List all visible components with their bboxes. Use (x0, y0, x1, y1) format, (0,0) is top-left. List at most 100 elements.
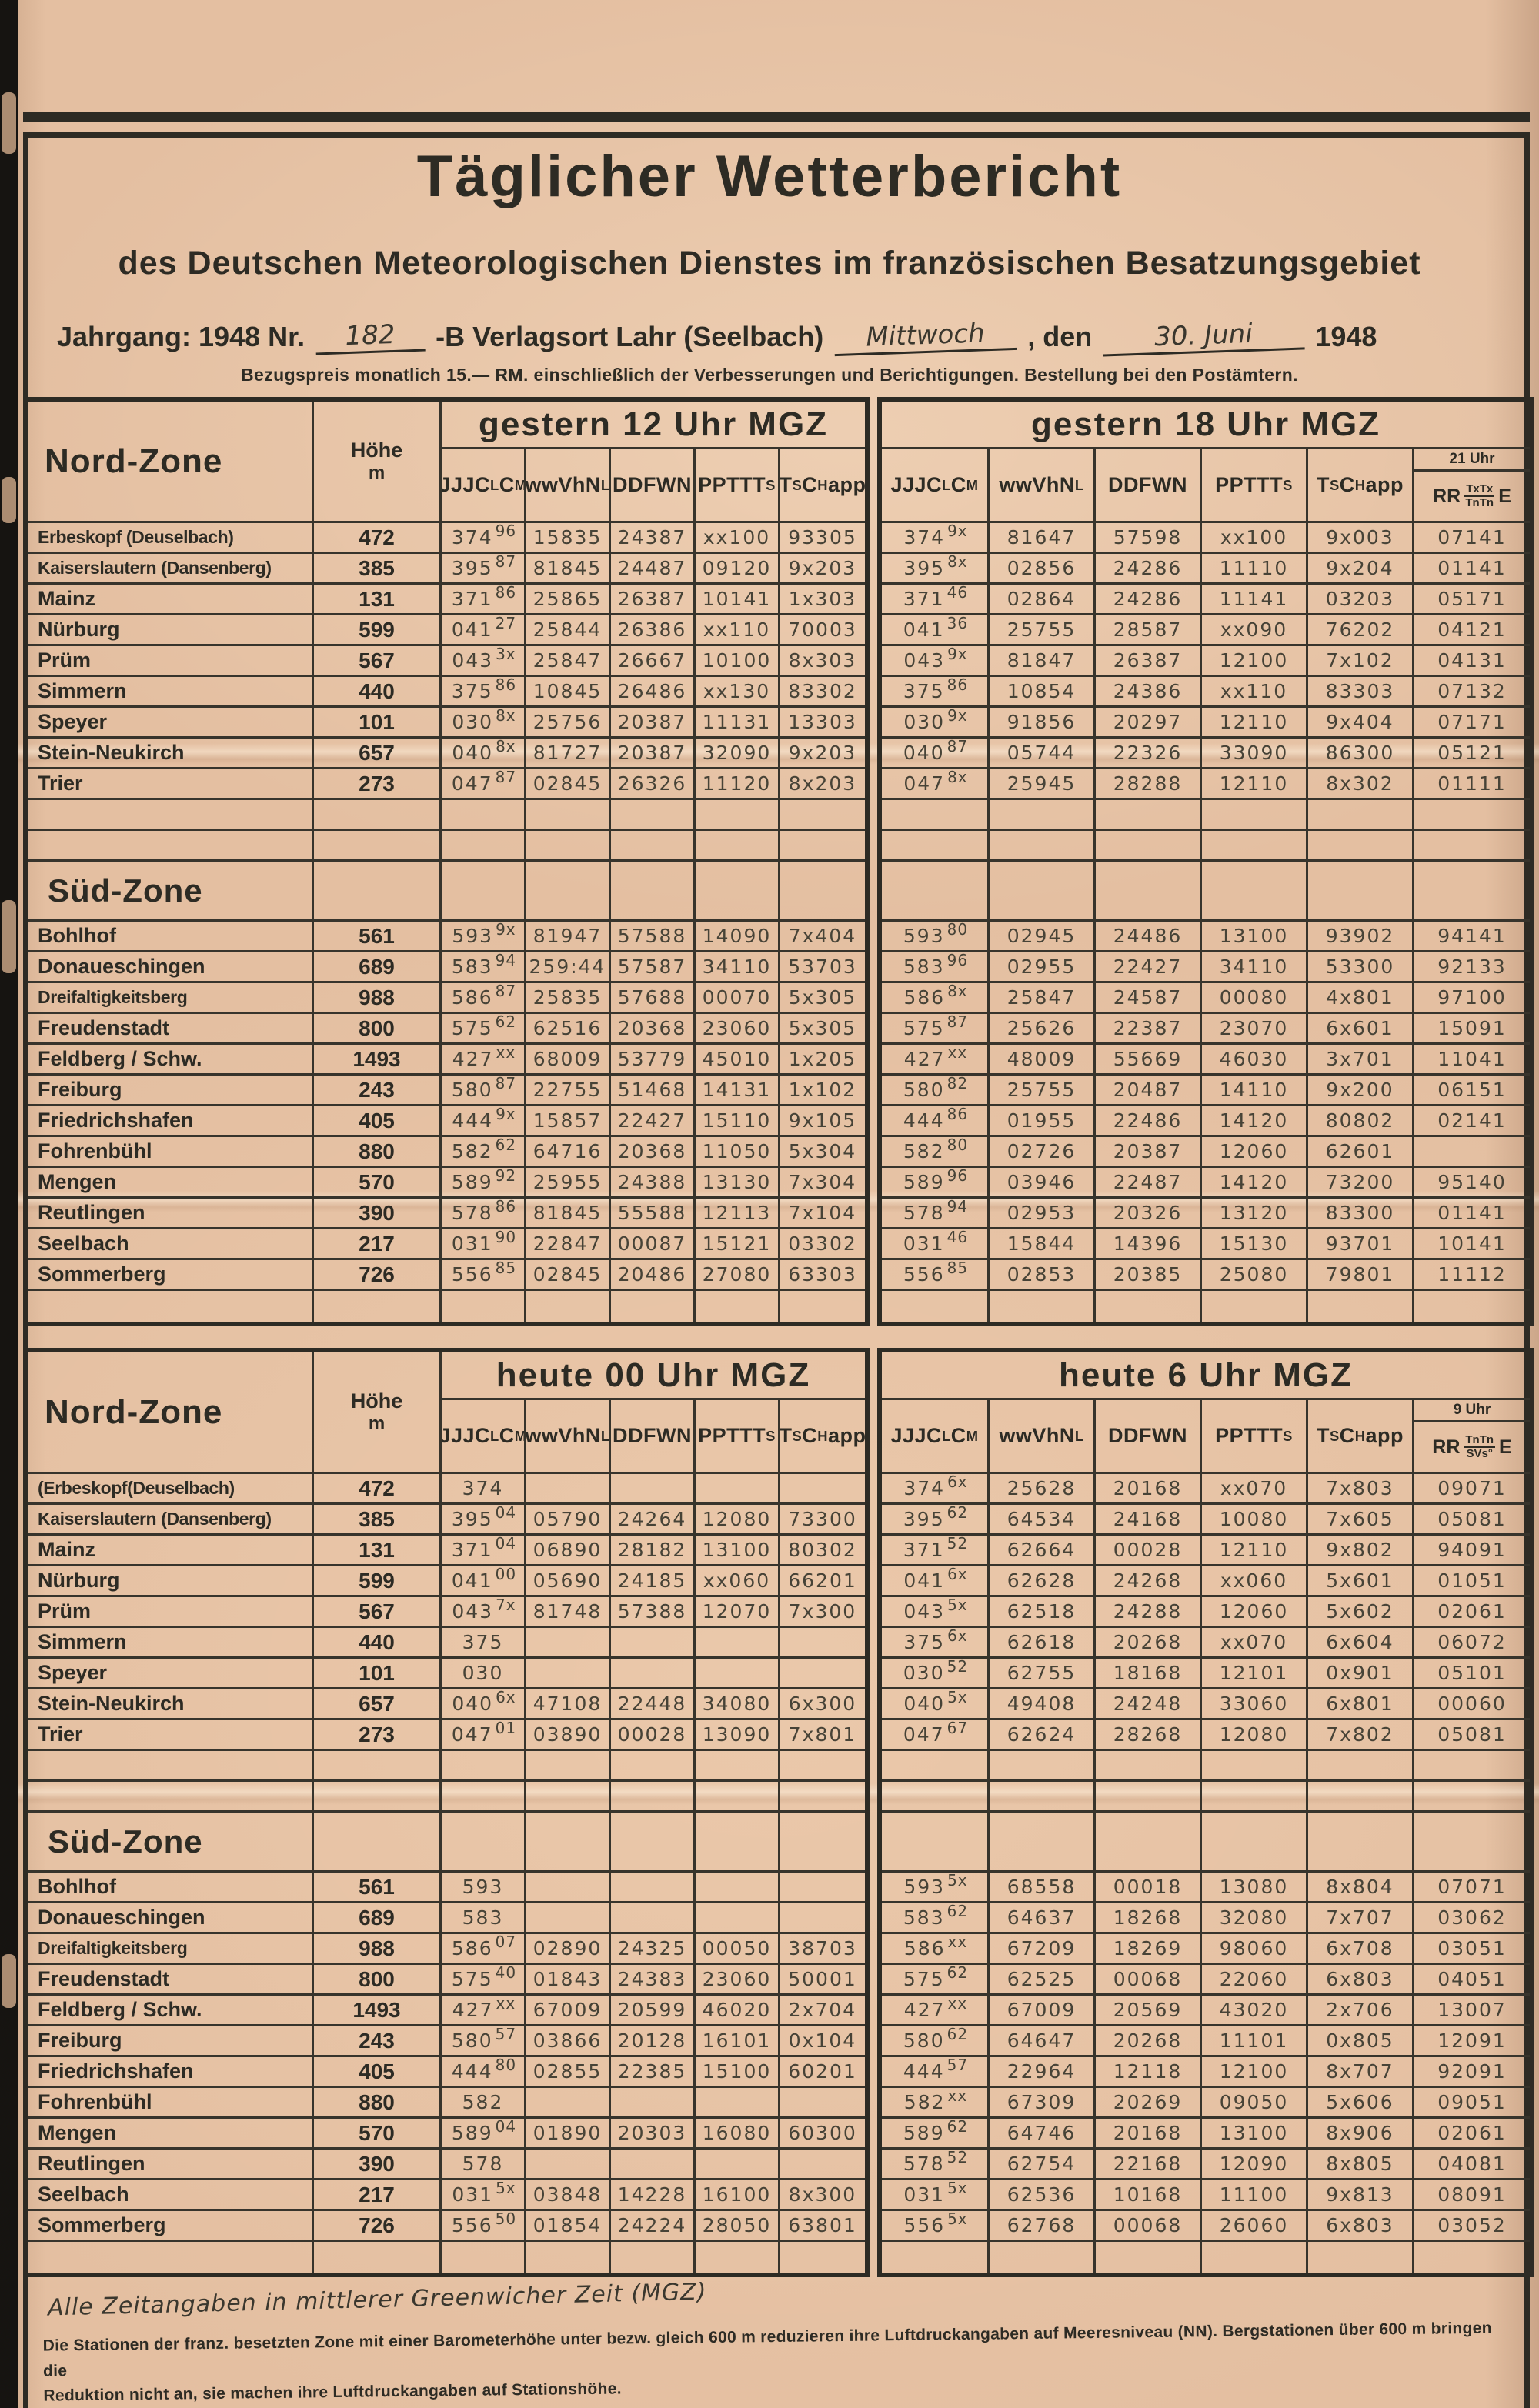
empty-cell (990, 1813, 1096, 1873)
obs-value: 25847 (990, 983, 1096, 1014)
obs-value: 20268 (1096, 1628, 1202, 1659)
issue-year: 1948 (1315, 321, 1377, 352)
empty-cell (780, 800, 865, 831)
obs-value: 586 87 (442, 983, 526, 1014)
empty-cell (696, 862, 780, 922)
obs-value: 586 07 (442, 1934, 526, 1965)
obs-value: 02845 (526, 769, 611, 800)
obs-value: 10845 (526, 677, 611, 708)
station-name: Reutlingen (28, 2150, 314, 2180)
obs-value: 22487 (1096, 1168, 1202, 1199)
station-elevation: 657 (314, 739, 442, 769)
obs-value: 10854 (990, 677, 1096, 708)
station-elevation: 405 (314, 2057, 442, 2088)
obs-value: 12070 (696, 1597, 780, 1628)
obs-value: 05744 (990, 739, 1096, 769)
obs-value: 55669 (1096, 1045, 1202, 1076)
obs-value: 20486 (611, 1260, 696, 1291)
empty-cell (780, 2242, 865, 2273)
page-subtitle: des Deutschen Meteorologischen Dienstes … (118, 245, 1421, 282)
obs-value: 9x404 (1308, 708, 1414, 739)
obs-value: 13007 (1414, 1996, 1530, 2026)
obs-value: 06151 (1414, 1076, 1530, 1106)
obs-value: 15100 (696, 2057, 780, 2088)
empty-cell (442, 862, 526, 922)
obs-value: 48009 (990, 1045, 1096, 1076)
obs-value: 18269 (1096, 1934, 1202, 1965)
issue-label-den: , den (1027, 321, 1093, 352)
rr-column-header: 9 Uhr RR TnTn SVs° E (1414, 1400, 1530, 1474)
empty-cell (990, 1751, 1096, 1782)
empty-cell (1308, 1291, 1414, 1322)
station-elevation: 101 (314, 708, 442, 739)
obs-value: 444 86 (882, 1106, 990, 1137)
column-header: JJJC L C M (442, 449, 526, 523)
obs-value: 6x801 (1308, 1689, 1414, 1720)
obs-value: 02853 (990, 1260, 1096, 1291)
obs-value: 73200 (1308, 1168, 1414, 1199)
empty-cell (882, 800, 990, 831)
station-name: Sommerberg (28, 1260, 314, 1291)
page-title: Täglicher Wetterbericht (416, 144, 1123, 209)
sued-zone-header: Süd-Zone (28, 862, 314, 922)
obs-value: 0x901 (1308, 1659, 1414, 1689)
obs-value: 030 52 (882, 1659, 990, 1689)
empty-cell (990, 831, 1096, 862)
obs-value: 20387 (611, 739, 696, 769)
empty-cell (1096, 1782, 1202, 1813)
obs-value: 578 52 (882, 2150, 990, 2180)
obs-value: 91856 (990, 708, 1096, 739)
obs-value: 11120 (696, 769, 780, 800)
empty-cell (28, 1291, 314, 1322)
obs-value: 7x304 (780, 1168, 865, 1199)
obs-value: 27080 (696, 1260, 780, 1291)
obs-value (780, 1474, 865, 1505)
empty-cell (990, 800, 1096, 831)
station-name: Nürburg (28, 615, 314, 646)
obs-value: 580 82 (882, 1076, 990, 1106)
obs-value: 6x803 (1308, 2211, 1414, 2242)
obs-value: 16100 (696, 2180, 780, 2211)
empty-cell (1096, 831, 1202, 862)
obs-value: 23060 (696, 1014, 780, 1045)
obs-value: 583 (442, 1903, 526, 1934)
table-title-right: heute 6 Uhr MGZ (882, 1352, 1530, 1400)
obs-value: 11101 (1202, 2026, 1308, 2057)
column-header: JJJC L C M (882, 1400, 990, 1474)
empty-cell (526, 1813, 611, 1873)
footer-printed-note: Die Stationen der franz. besetzten Zone … (42, 2316, 1508, 2408)
station-elevation: 689 (314, 1903, 442, 1934)
empty-cell (1308, 800, 1414, 831)
empty-cell (526, 2242, 611, 2273)
obs-value: 70003 (780, 615, 865, 646)
obs-value: 02890 (526, 1934, 611, 1965)
obs-value: 04131 (1414, 646, 1530, 677)
obs-value: 25865 (526, 585, 611, 615)
obs-value: 20569 (1096, 1996, 1202, 2026)
empty-cell (1308, 831, 1414, 862)
obs-value: 53779 (611, 1045, 696, 1076)
column-header: wwVhN L (526, 449, 611, 523)
obs-value (780, 1903, 865, 1934)
column-header: wwVhN L (526, 1400, 611, 1474)
obs-value: 28050 (696, 2211, 780, 2242)
station-name: Simmern (28, 677, 314, 708)
empty-cell (442, 800, 526, 831)
obs-value: 575 62 (882, 1965, 990, 1996)
table-title-left: gestern 12 Uhr MGZ (442, 402, 865, 449)
obs-value: 47108 (526, 1689, 611, 1720)
obs-value: 04051 (1414, 1965, 1530, 1996)
station-name: Nürburg (28, 1566, 314, 1597)
obs-value: 9x203 (780, 739, 865, 769)
obs-value: 10100 (696, 646, 780, 677)
obs-value: 20168 (1096, 2119, 1202, 2150)
obs-value: 582 xx (882, 2088, 990, 2119)
obs-value: 5x305 (780, 983, 865, 1014)
empty-cell (526, 800, 611, 831)
obs-value: 375 86 (442, 677, 526, 708)
issue-label-pre: Jahrgang: 1948 Nr. (57, 321, 305, 352)
obs-value: 444 80 (442, 2057, 526, 2088)
obs-value: 09071 (1414, 1474, 1530, 1505)
